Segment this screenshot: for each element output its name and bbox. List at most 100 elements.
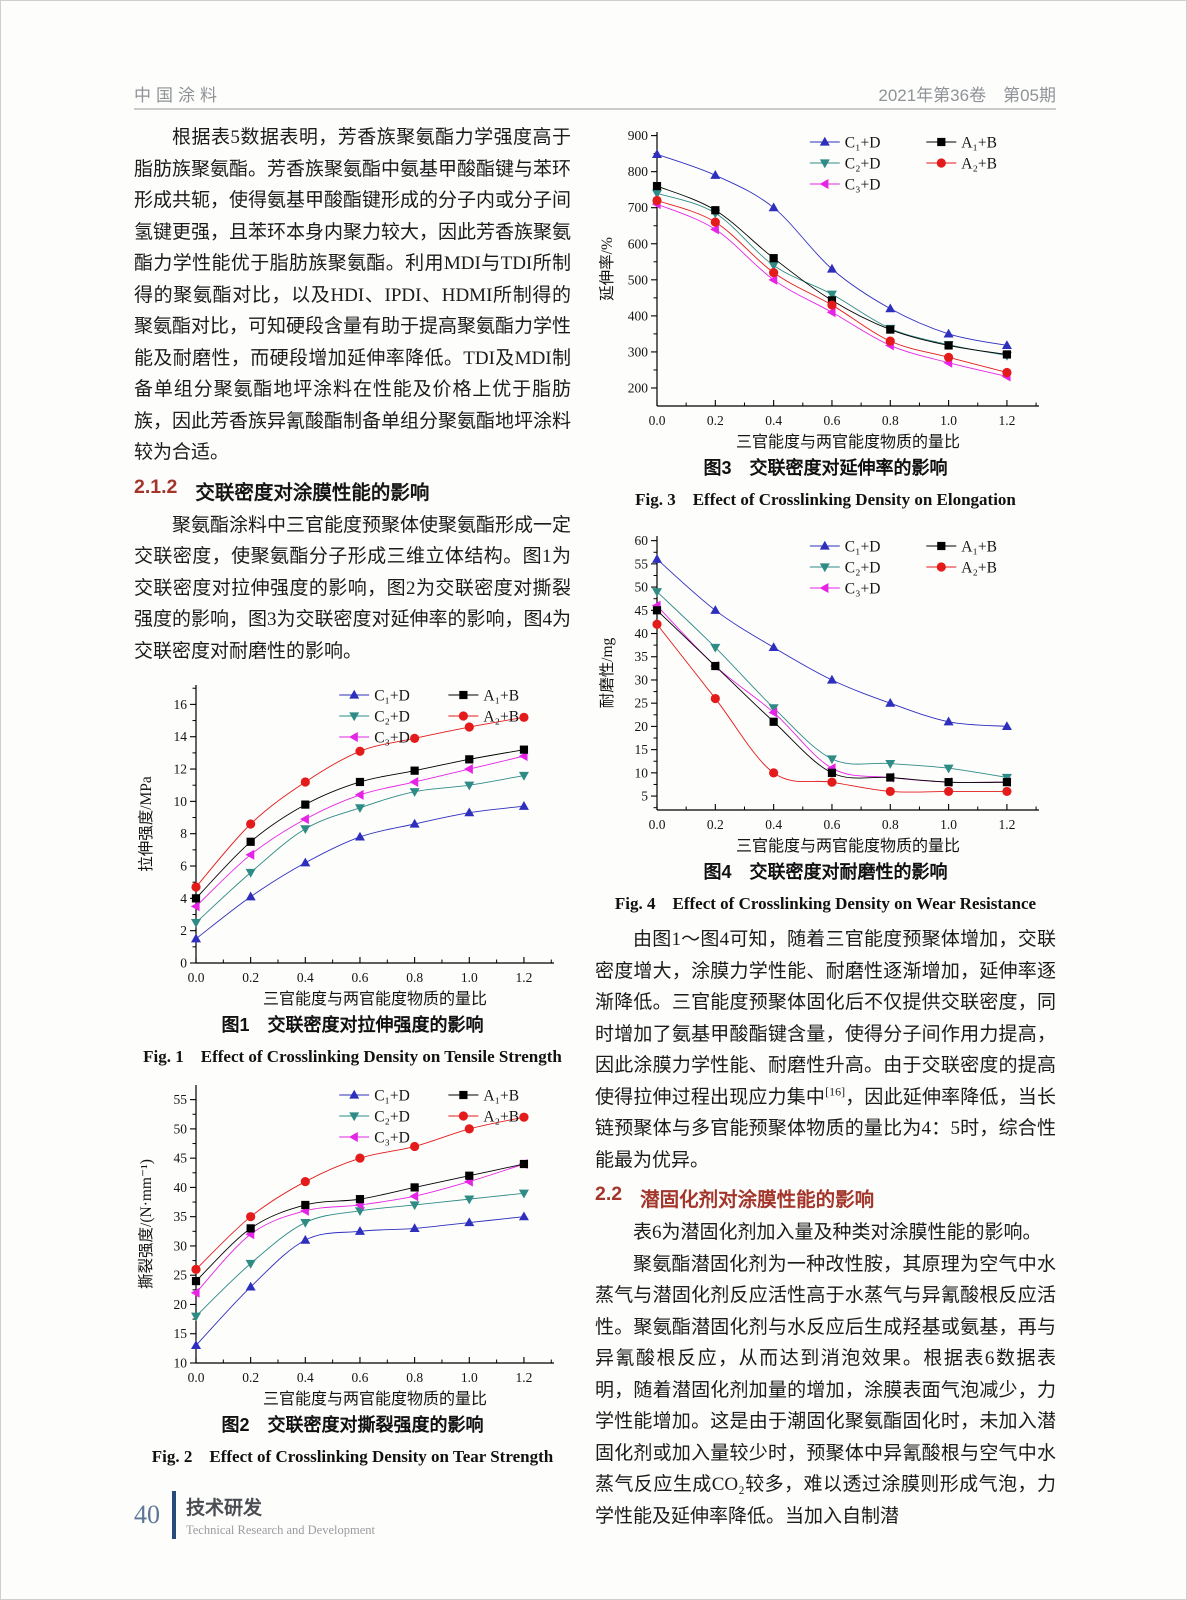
svg-text:1.2: 1.2 bbox=[998, 817, 1015, 832]
figure3-caption-cn: 图3 交联密度对延伸率的影响 bbox=[703, 458, 948, 478]
svg-text:C₂+D: C₂+D bbox=[374, 1109, 410, 1126]
figure4-wear-resistance-chart: 5 10 15 20 25 30 35 40 45 50 55 60 0.0 0.2 0.4 0.6 0.8 1.… bbox=[598, 533, 1039, 855]
svg-text:0.8: 0.8 bbox=[881, 413, 898, 428]
svg-text:0.6: 0.6 bbox=[351, 970, 368, 985]
discussion-text-a: 由图1～图4可知，随着三官能度预聚体增加，交联密度增大，涂膜力学性能、耐磨性逐渐… bbox=[595, 929, 1056, 1108]
paragraph-aromatic-pu: 根据表5数据表明，芳香族聚氨酯力学强度高于脂肪族聚氨酯。芳香族聚氨酯中氨基甲酸酯… bbox=[134, 127, 572, 463]
svg-text:0.2: 0.2 bbox=[242, 1370, 259, 1385]
svg-text:三官能度与两官能度物质的量比: 三官能度与两官能度物质的量比 bbox=[262, 1390, 486, 1408]
svg-text:A₂+B: A₂+B bbox=[961, 560, 997, 577]
svg-text:20: 20 bbox=[634, 719, 648, 734]
svg-text:A₁+B: A₁+B bbox=[961, 539, 997, 556]
paragraph-figures-discussion: 由图1～图4可知，随着三官能度预聚体增加，交联密度增大，涂膜力学性能、耐磨性逐渐… bbox=[595, 924, 1056, 1176]
svg-text:耐磨性/mg: 耐磨性/mg bbox=[598, 637, 616, 708]
svg-text:三官能度与两官能度物质的量比: 三官能度与两官能度物质的量比 bbox=[735, 837, 959, 855]
svg-text:A₂+B: A₂+B bbox=[483, 1109, 519, 1126]
figure1-caption-cn: 图1 交联密度对拉伸强度的影响 bbox=[221, 1015, 484, 1035]
svg-text:20: 20 bbox=[173, 1297, 187, 1312]
left-column: 根据表5数据表明，芳香族聚氨酯力学强度高于脂肪族聚氨酯。芳香族聚氨酯中氨基甲酸酯… bbox=[134, 122, 571, 1532]
svg-text:15: 15 bbox=[173, 1326, 187, 1341]
section-2-2-number: 2.2 bbox=[595, 1183, 623, 1205]
svg-text:0.8: 0.8 bbox=[406, 970, 423, 985]
svg-text:C₁+D: C₁+D bbox=[374, 1088, 410, 1105]
figure2-tear-strength-chart: 10 15 20 25 30 35 40 45 50 55 0.0 0.2 0.4 0.6 0.8 1.0 1.… bbox=[137, 1085, 554, 1408]
svg-text:5: 5 bbox=[641, 789, 648, 804]
svg-text:900: 900 bbox=[627, 128, 648, 143]
figure4-caption-cn: 图4 交联密度对耐磨性的影响 bbox=[703, 862, 948, 882]
svg-text:C₂+D: C₂+D bbox=[844, 560, 880, 577]
paragraph-crosslink-intro: 聚氨酯涂料中三官能度预聚体使聚氨酯形成一定交联密度，使聚氨酯分子形成三维立体结构… bbox=[134, 514, 572, 662]
svg-text:500: 500 bbox=[627, 272, 648, 287]
figure3-caption-en: Fig. 3 Effect of Crosslinking Density on… bbox=[635, 490, 1016, 509]
svg-text:C₂+D: C₂+D bbox=[844, 156, 880, 173]
svg-text:14: 14 bbox=[173, 729, 187, 744]
svg-text:A₁+B: A₁+B bbox=[961, 135, 997, 152]
svg-text:55: 55 bbox=[173, 1092, 187, 1107]
figure-1: 0 2 4 6 8 10 12 14 16 0.0 0.2 0.4 0.6 0.8 1.0 1.2 三官能度与两… bbox=[134, 675, 571, 1067]
svg-text:1.0: 1.0 bbox=[940, 817, 957, 832]
figure-2: 10 15 20 25 30 35 40 45 50 55 0.0 0.2 0.4 0.6 0.8 1.0 1.… bbox=[134, 1075, 571, 1467]
content-columns: 根据表5数据表明，芳香族聚氨酯力学强度高于脂肪族聚氨酯。芳香族聚氨酯中氨基甲酸酯… bbox=[134, 122, 1056, 1532]
section-2-2-title: 潜固化剂对涂膜性能的影响 bbox=[640, 1189, 875, 1211]
paragraph-table6-intro: 表6为潜固化剂加入量及种类对涂膜性能的影响。 bbox=[633, 1222, 1042, 1243]
svg-text:1.2: 1.2 bbox=[515, 970, 532, 985]
page-header: 中国涂料 2021年第36卷 第05期 bbox=[134, 81, 1056, 106]
svg-text:50: 50 bbox=[173, 1121, 187, 1136]
svg-text:0.2: 0.2 bbox=[706, 413, 723, 428]
header-divider bbox=[134, 108, 1056, 110]
section-2-1-2-number: 2.1.2 bbox=[134, 475, 178, 498]
svg-text:C₁+D: C₁+D bbox=[844, 135, 880, 152]
svg-text:1.0: 1.0 bbox=[460, 970, 477, 985]
figure3-elongation-chart: 200 300 400 500 600 700 800 900 0.0 0.2 0.4 0.6 0.8 1… bbox=[598, 128, 1039, 451]
svg-text:4: 4 bbox=[180, 891, 187, 906]
svg-text:10: 10 bbox=[173, 1356, 187, 1371]
svg-text:300: 300 bbox=[627, 344, 648, 359]
svg-text:0.6: 0.6 bbox=[823, 817, 840, 832]
page-footer: 40 技术研发 Technical Research and Developme… bbox=[134, 1491, 375, 1539]
svg-text:0.2: 0.2 bbox=[242, 970, 259, 985]
figure4-caption-en: Fig. 4 Effect of Crosslinking Density on… bbox=[614, 894, 1037, 913]
footer-section-cn: 技术研发 bbox=[186, 1497, 263, 1519]
right-column: 200 300 400 500 600 700 800 900 0.0 0.2 0.4 0.6 0.8 1… bbox=[595, 122, 1056, 1532]
svg-text:50: 50 bbox=[634, 580, 648, 595]
footer-divider-bar bbox=[172, 1491, 176, 1539]
svg-text:0.4: 0.4 bbox=[765, 817, 782, 832]
svg-text:0.6: 0.6 bbox=[823, 413, 840, 428]
svg-text:0.4: 0.4 bbox=[765, 413, 782, 428]
svg-text:35: 35 bbox=[173, 1209, 187, 1224]
figure1-tensile-strength-chart: 0 2 4 6 8 10 12 14 16 0.0 0.2 0.4 0.6 0.8 1.0 1.2 三官能度与两… bbox=[137, 685, 554, 1008]
svg-text:45: 45 bbox=[173, 1151, 187, 1166]
svg-text:1.2: 1.2 bbox=[515, 1370, 532, 1385]
page-number: 40 bbox=[134, 1500, 160, 1529]
svg-text:700: 700 bbox=[627, 200, 648, 215]
svg-text:延伸率/%: 延伸率/% bbox=[598, 237, 616, 301]
svg-text:12: 12 bbox=[173, 762, 187, 777]
svg-text:400: 400 bbox=[627, 308, 648, 323]
svg-text:0.0: 0.0 bbox=[187, 1370, 204, 1385]
figure2-caption-cn: 图2 交联密度对撕裂强度的影响 bbox=[221, 1415, 484, 1435]
svg-text:30: 30 bbox=[634, 672, 648, 687]
section-2-1-2-heading: 2.1.2 交联密度对涂膜性能的影响 bbox=[134, 476, 571, 505]
svg-text:1.0: 1.0 bbox=[940, 413, 957, 428]
svg-text:25: 25 bbox=[634, 696, 648, 711]
svg-text:40: 40 bbox=[634, 626, 648, 641]
svg-text:0.0: 0.0 bbox=[648, 413, 665, 428]
citation-16: [16] bbox=[825, 1084, 846, 1099]
svg-text:25: 25 bbox=[173, 1268, 187, 1283]
svg-text:A₁+B: A₁+B bbox=[483, 1088, 519, 1105]
svg-text:8: 8 bbox=[180, 826, 187, 841]
figure-4: 5 10 15 20 25 30 35 40 45 50 55 60 0.0 0.2 0.4 0.6 0.8 1.… bbox=[595, 526, 1056, 914]
svg-text:40: 40 bbox=[173, 1180, 187, 1195]
svg-text:6: 6 bbox=[180, 859, 187, 874]
svg-text:55: 55 bbox=[634, 556, 648, 571]
svg-text:0.8: 0.8 bbox=[406, 1370, 423, 1385]
svg-text:三官能度与两官能度物质的量比: 三官能度与两官能度物质的量比 bbox=[262, 990, 486, 1008]
svg-text:C₃+D: C₃+D bbox=[374, 730, 410, 747]
svg-text:三官能度与两官能度物质的量比: 三官能度与两官能度物质的量比 bbox=[735, 433, 959, 451]
svg-text:0: 0 bbox=[180, 956, 187, 971]
footer-section: 技术研发 Technical Research and Development bbox=[186, 1493, 375, 1538]
svg-text:1.2: 1.2 bbox=[998, 413, 1015, 428]
svg-text:C₃+D: C₃+D bbox=[844, 581, 880, 598]
discussion-text-b: ，因此延伸率降低，当长链预聚体与多官能预聚体物质的量比为4：5时，综合性能最为优… bbox=[595, 1086, 1056, 1171]
